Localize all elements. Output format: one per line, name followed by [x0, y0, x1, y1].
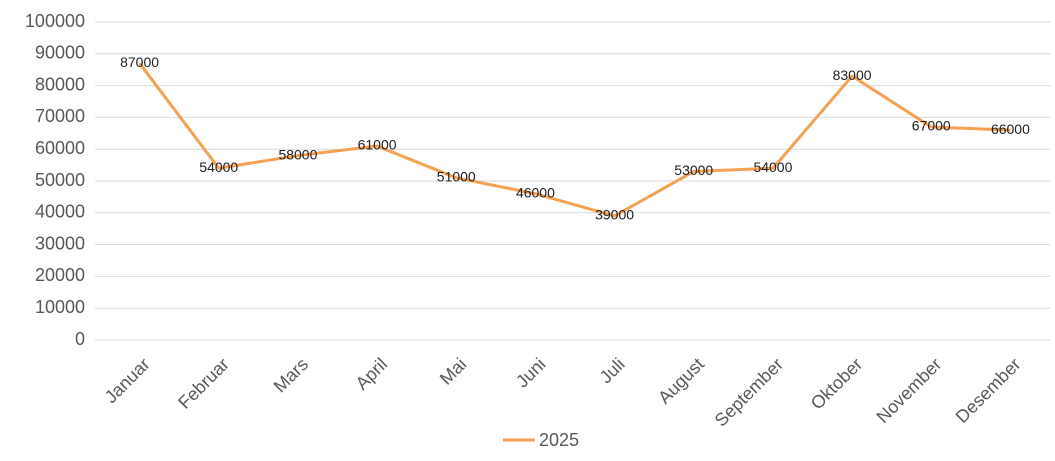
y-tick-label: 50000 — [35, 170, 85, 190]
data-label: 83000 — [833, 67, 872, 83]
data-label: 66000 — [991, 121, 1030, 137]
legend-label: 2025 — [539, 430, 579, 450]
data-label: 51000 — [437, 169, 476, 185]
x-tick-label: Oktober — [807, 354, 866, 413]
x-tick-label: September — [711, 354, 787, 430]
y-tick-label: 30000 — [35, 233, 85, 253]
y-tick-label: 100000 — [25, 11, 85, 31]
x-tick-label: April — [352, 354, 392, 394]
x-tick-label: August — [654, 354, 708, 408]
y-tick-label: 60000 — [35, 138, 85, 158]
x-tick-label: November — [873, 354, 946, 427]
line — [138, 62, 1011, 218]
data-label: 67000 — [912, 118, 951, 134]
data-label: 58000 — [278, 146, 317, 162]
x-tick-label: Februar — [174, 354, 233, 413]
x-tick-label: Mars — [270, 354, 312, 396]
data-label: 54000 — [753, 159, 792, 175]
x-tick-label: Mai — [436, 354, 471, 389]
y-tick-label: 40000 — [35, 202, 85, 222]
data-label: 53000 — [674, 162, 713, 178]
x-tick-label: Juni — [512, 354, 549, 391]
y-tick-label: 80000 — [35, 74, 85, 94]
data-label: 87000 — [120, 54, 159, 70]
data-label: 61000 — [358, 137, 397, 153]
data-label: 39000 — [595, 207, 634, 223]
x-tick-label: Juli — [596, 354, 629, 387]
y-tick-label: 90000 — [35, 43, 85, 63]
x-tick-label: Desember — [952, 354, 1025, 427]
y-tick-label: 70000 — [35, 106, 85, 126]
y-tick-label: 0 — [75, 329, 85, 349]
y-tick-label: 10000 — [35, 297, 85, 317]
y-tick-label: 20000 — [35, 265, 85, 285]
x-tick-label: Januar — [101, 354, 154, 407]
data-label: 54000 — [199, 159, 238, 175]
data-label: 46000 — [516, 184, 555, 200]
